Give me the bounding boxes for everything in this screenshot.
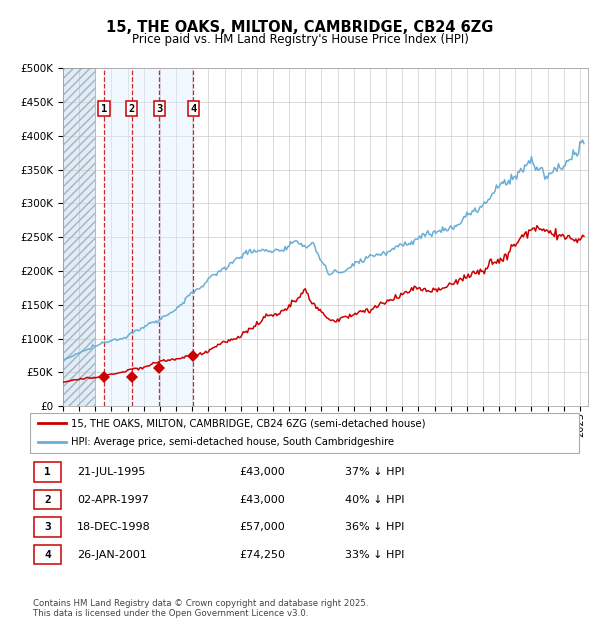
Text: £74,250: £74,250 — [240, 550, 286, 560]
FancyBboxPatch shape — [34, 490, 61, 509]
Text: 37% ↓ HPI: 37% ↓ HPI — [344, 467, 404, 477]
Text: 2: 2 — [128, 104, 135, 113]
Text: 3: 3 — [156, 104, 163, 113]
Text: 02-APR-1997: 02-APR-1997 — [77, 495, 149, 505]
Bar — [131, 68, 159, 406]
Bar — [159, 68, 193, 406]
Text: 2: 2 — [44, 495, 51, 505]
FancyBboxPatch shape — [30, 413, 579, 453]
Text: Price paid vs. HM Land Registry's House Price Index (HPI): Price paid vs. HM Land Registry's House … — [131, 33, 469, 46]
FancyBboxPatch shape — [34, 463, 61, 482]
Bar — [63, 68, 95, 406]
Text: 33% ↓ HPI: 33% ↓ HPI — [344, 550, 404, 560]
Text: 21-JUL-1995: 21-JUL-1995 — [77, 467, 145, 477]
Text: £43,000: £43,000 — [240, 495, 286, 505]
Text: HPI: Average price, semi-detached house, South Cambridgeshire: HPI: Average price, semi-detached house,… — [71, 438, 395, 448]
Text: Contains HM Land Registry data © Crown copyright and database right 2025.
This d: Contains HM Land Registry data © Crown c… — [33, 599, 368, 618]
Text: 4: 4 — [190, 104, 196, 113]
Text: 4: 4 — [44, 550, 51, 560]
Text: 15, THE OAKS, MILTON, CAMBRIDGE, CB24 6ZG (semi-detached house): 15, THE OAKS, MILTON, CAMBRIDGE, CB24 6Z… — [71, 418, 426, 428]
Text: 40% ↓ HPI: 40% ↓ HPI — [344, 495, 404, 505]
Text: 36% ↓ HPI: 36% ↓ HPI — [344, 522, 404, 532]
FancyBboxPatch shape — [34, 518, 61, 537]
Bar — [104, 68, 131, 406]
Text: £43,000: £43,000 — [240, 467, 286, 477]
Bar — [63, 68, 95, 406]
Text: 26-JAN-2001: 26-JAN-2001 — [77, 550, 147, 560]
Text: £57,000: £57,000 — [240, 522, 286, 532]
Text: 3: 3 — [44, 522, 51, 532]
Text: 15, THE OAKS, MILTON, CAMBRIDGE, CB24 6ZG: 15, THE OAKS, MILTON, CAMBRIDGE, CB24 6Z… — [106, 20, 494, 35]
Text: 1: 1 — [44, 467, 51, 477]
FancyBboxPatch shape — [34, 545, 61, 564]
Text: 1: 1 — [101, 104, 107, 113]
Text: 18-DEC-1998: 18-DEC-1998 — [77, 522, 151, 532]
